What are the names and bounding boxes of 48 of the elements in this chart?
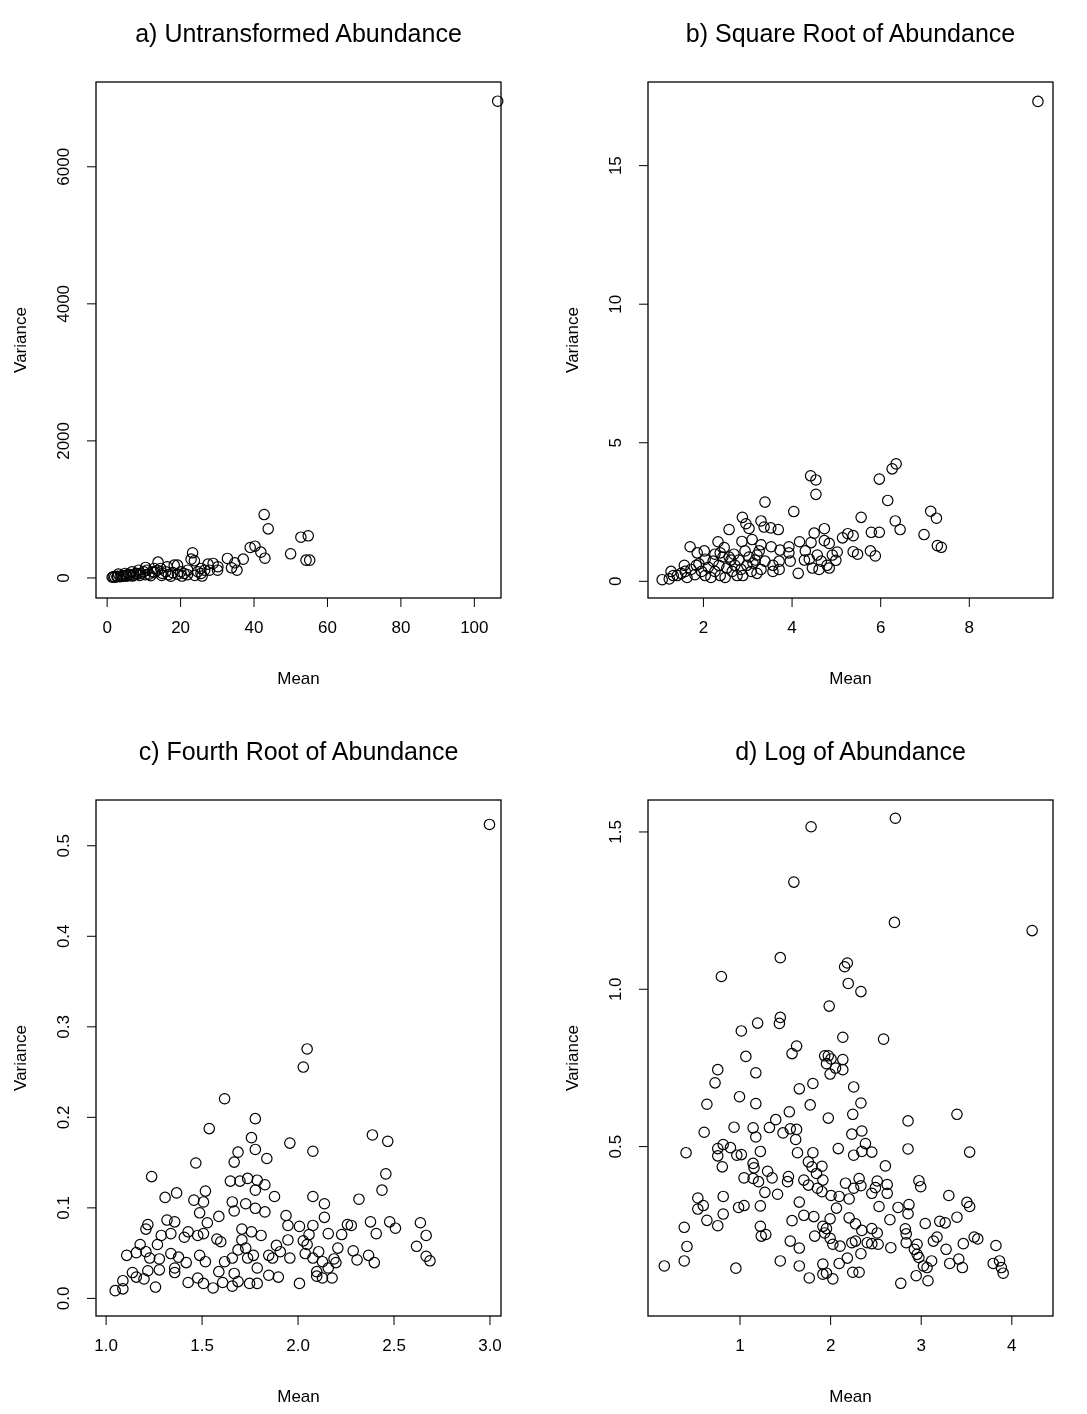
y-tick-label: 1.0: [605, 977, 625, 1002]
y-tick-label: 0.3: [53, 1015, 73, 1039]
x-tick-label: 20: [171, 618, 191, 638]
x-tick-label: 6: [875, 618, 886, 638]
x-axis-title: Mean: [829, 1387, 872, 1406]
x-tick-label: 2: [698, 618, 709, 638]
y-tick-label: 0.5: [53, 833, 73, 858]
x-tick-label: 100: [460, 618, 489, 638]
x-axis-title: Mean: [829, 669, 872, 688]
y-axis-title: Variance: [11, 307, 30, 373]
x-tick-label: 2: [825, 1336, 836, 1356]
x-tick-label: 0: [102, 618, 112, 638]
chart-title: b) Square Root of Abundance: [685, 19, 1016, 47]
x-axis-title: Mean: [277, 669, 320, 688]
y-tick-label: 0: [53, 573, 73, 583]
x-tick-label: 80: [391, 618, 411, 638]
x-tick-label: 4: [787, 618, 797, 638]
y-tick-label: 2000: [53, 421, 73, 460]
x-tick-label: 1: [735, 1336, 745, 1356]
y-tick-label: 15: [605, 156, 625, 176]
y-axis-title: Variance: [563, 1025, 582, 1091]
x-tick-label: 1.5: [190, 1336, 214, 1356]
chart-title: d) Log of Abundance: [735, 737, 966, 765]
y-tick-label: 0.2: [53, 1105, 73, 1130]
x-axis-title: Mean: [277, 1387, 320, 1406]
y-axis-title: Variance: [11, 1025, 30, 1091]
x-tick-label: 3: [916, 1336, 926, 1356]
chart-title: a) Untransformed Abundance: [135, 19, 462, 47]
y-tick-label: 4000: [53, 284, 73, 323]
x-tick-label: 8: [964, 618, 975, 638]
y-tick-label: 6000: [53, 147, 73, 186]
x-tick-label: 60: [318, 618, 337, 638]
x-tick-label: 2.5: [382, 1336, 406, 1356]
x-tick-label: 4: [1007, 1336, 1017, 1356]
y-tick-label: 0: [605, 576, 625, 587]
y-tick-label: 0.1: [53, 1196, 73, 1220]
x-tick-label: 40: [244, 618, 264, 638]
y-axis-title: Variance: [563, 307, 582, 373]
y-tick-label: 0.5: [605, 1134, 625, 1159]
y-tick-label: 0.0: [53, 1286, 73, 1311]
x-tick-label: 1.0: [94, 1336, 118, 1356]
y-tick-label: 0.4: [53, 924, 73, 949]
x-tick-label: 3.0: [478, 1336, 502, 1356]
x-tick-label: 2.0: [286, 1336, 310, 1356]
chart-title: c) Fourth Root of Abundance: [138, 737, 459, 765]
y-tick-label: 5: [605, 438, 625, 448]
y-tick-label: 10: [605, 294, 625, 314]
y-tick-label: 1.5: [605, 820, 625, 844]
